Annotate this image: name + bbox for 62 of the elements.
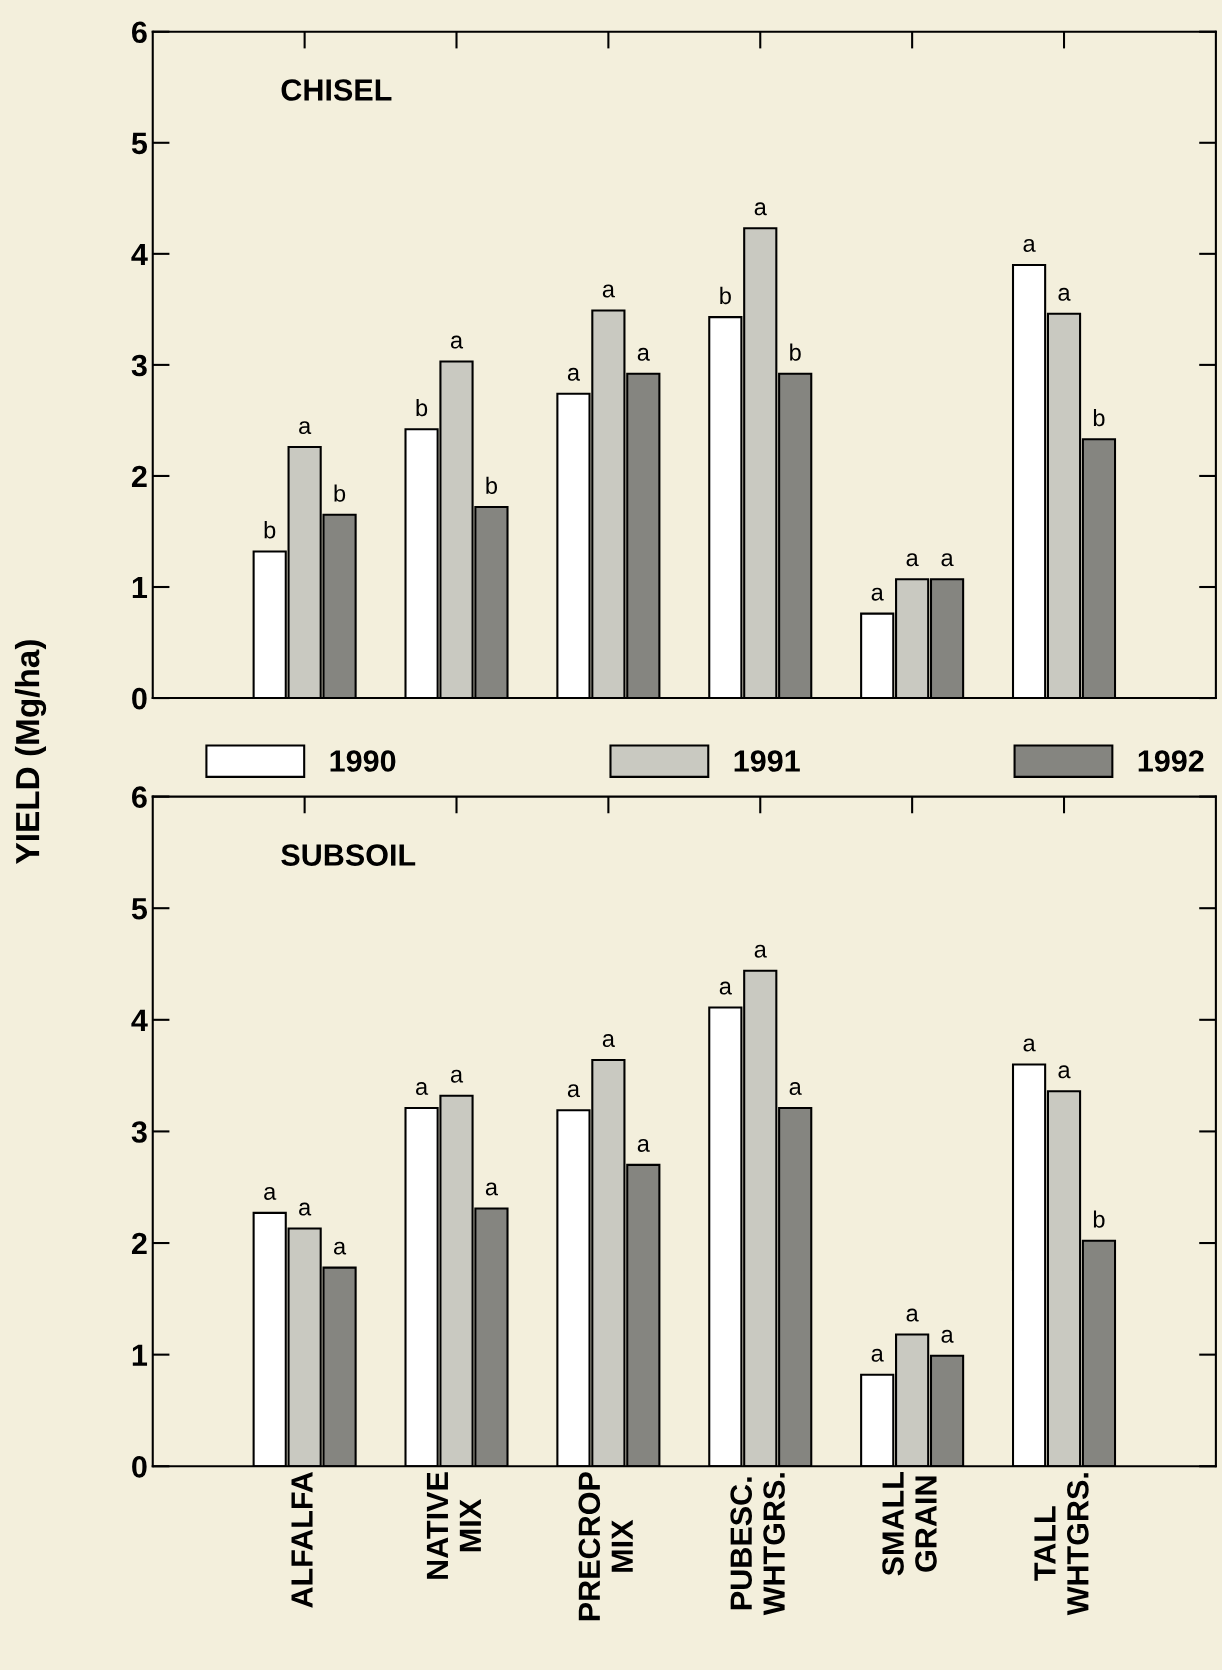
- data-label: a: [871, 587, 884, 601]
- data-label: b: [334, 484, 346, 502]
- y-tick-label: 1: [132, 577, 148, 599]
- y-tick-label: 3: [131, 354, 147, 377]
- data-label: a: [754, 202, 767, 216]
- y-tick-label: 2: [131, 1232, 147, 1255]
- y-tick-label: 1: [132, 1344, 148, 1366]
- data-label: a: [906, 553, 919, 567]
- data-label: a: [941, 553, 954, 567]
- legend-label: 1990: [330, 750, 396, 772]
- x-tick-label: ALFALFA: [291, 1471, 313, 1608]
- y-tick-label: 0: [132, 1456, 147, 1478]
- data-label: a: [602, 1034, 615, 1047]
- y-tick-label: 0: [132, 687, 147, 710]
- y-tick-label: 5: [131, 898, 148, 920]
- data-label: b: [720, 286, 731, 305]
- data-label: b: [790, 343, 801, 361]
- data-label: a: [1058, 287, 1071, 301]
- data-label: a: [567, 367, 581, 381]
- x-tick-label: TALL WHTGRS.: [1034, 1473, 1089, 1616]
- data-label: a: [1023, 239, 1036, 252]
- y-tick-label: 2: [131, 465, 147, 488]
- data-label: a: [637, 1138, 650, 1152]
- data-label: a: [941, 1329, 954, 1343]
- x-tick-label: PRECROP MIX: [578, 1472, 633, 1621]
- data-label: b: [416, 398, 428, 417]
- legend-label: 1992: [1138, 750, 1204, 772]
- data-label: a: [450, 335, 464, 349]
- data-label: a: [1023, 1038, 1036, 1052]
- data-label: a: [871, 1348, 884, 1362]
- data-label: a: [602, 284, 615, 298]
- x-tick-label: PUBESC. WHTGRS.: [730, 1473, 785, 1616]
- text: SUBSOIL: [281, 844, 416, 866]
- data-label: a: [264, 1186, 277, 1200]
- data-label: b: [486, 476, 498, 495]
- y-axis-title: YIELD (Mg/ha): [14, 640, 47, 864]
- data-label: a: [416, 1082, 429, 1095]
- x-tick-label: NATIVE MIX: [426, 1472, 481, 1579]
- data-label: a: [299, 1202, 312, 1216]
- y-tick-label: 6: [132, 786, 147, 808]
- y-tick-label: 6: [132, 21, 147, 44]
- data-label: a: [299, 421, 312, 435]
- data-label: a: [334, 1241, 347, 1255]
- data-label: a: [450, 1069, 464, 1083]
- data-label: a: [637, 347, 650, 361]
- y-tick-label: 5: [131, 132, 148, 155]
- y-tick-label: 4: [131, 243, 148, 265]
- data-label: a: [789, 1082, 802, 1095]
- text: CHISEL: [281, 79, 392, 101]
- y-tick-label: 4: [131, 1009, 148, 1031]
- y-tick-label: 3: [131, 1121, 147, 1143]
- data-label: b: [1093, 408, 1105, 427]
- data-label: b: [264, 521, 276, 539]
- x-tick-label: SMALL GRAIN: [882, 1472, 937, 1576]
- data-label: a: [567, 1084, 581, 1098]
- data-label: a: [719, 981, 732, 995]
- data-label: a: [906, 1308, 919, 1322]
- data-label: a: [1058, 1065, 1071, 1079]
- data-label: a: [754, 944, 767, 958]
- data-label: b: [1093, 1210, 1105, 1228]
- legend-label: 1991: [734, 750, 800, 772]
- data-label: a: [485, 1182, 498, 1196]
